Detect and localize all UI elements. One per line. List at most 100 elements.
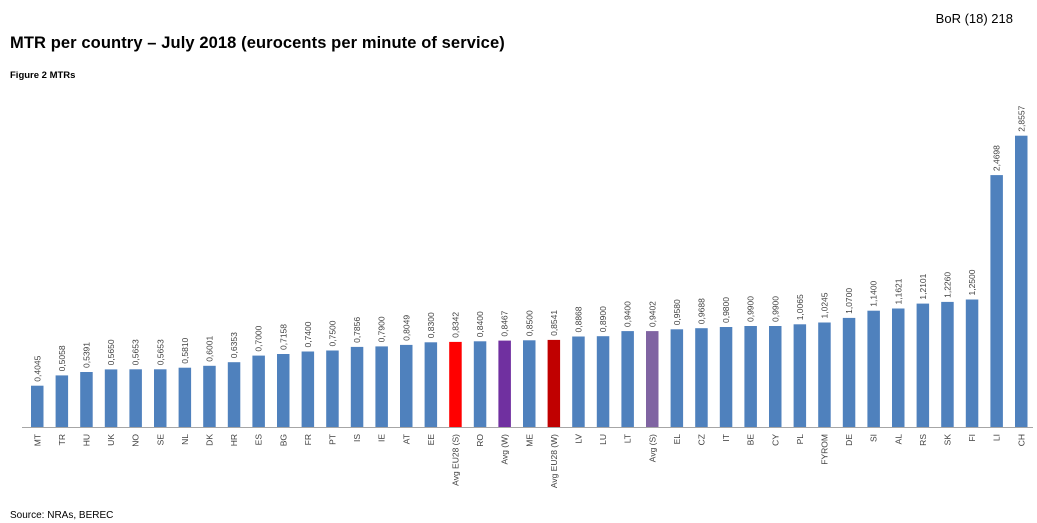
bar-be	[744, 326, 757, 427]
value-label-ch: 2,8557	[1016, 105, 1026, 131]
value-label-avg-eu28-s: 0,8342	[451, 312, 461, 338]
value-label-hu: 0,5391	[82, 342, 92, 368]
category-label-cy: CY	[770, 434, 780, 446]
bar-tr	[55, 375, 69, 427]
value-label-pt: 0,7500	[328, 320, 338, 346]
category-label-lt: LT	[623, 434, 633, 443]
bar-fr	[301, 351, 315, 427]
value-label-cz: 0,9688	[697, 298, 707, 324]
bar-fi	[965, 299, 979, 427]
bar-ch	[1015, 135, 1028, 427]
bar-hr	[227, 362, 241, 427]
category-label-no: NO	[131, 434, 141, 447]
bar-al	[892, 308, 905, 427]
category-label-lv: LV	[574, 434, 584, 444]
bar-de	[842, 317, 856, 427]
value-label-cy: 0,9900	[770, 296, 780, 322]
bar-pt	[326, 350, 339, 427]
category-label-avg-w: Avg (W)	[500, 434, 510, 465]
category-label-hu: HU	[82, 434, 92, 446]
value-label-pl: 1,0065	[795, 294, 805, 320]
bar-lv	[572, 336, 585, 427]
value-label-is: 0,7856	[352, 317, 362, 343]
value-label-lt: 0,9400	[623, 301, 633, 327]
category-label-be: BE	[746, 434, 756, 446]
bar-is	[350, 346, 364, 427]
bar-mt	[31, 385, 44, 427]
category-label-tr: TR	[57, 434, 67, 445]
value-label-ro: 0,8400	[475, 311, 485, 337]
bar-dk	[203, 365, 216, 427]
value-label-si: 1,1400	[869, 280, 879, 306]
bar-li	[990, 175, 1003, 427]
bar-at	[400, 344, 413, 427]
category-label-sk: SK	[943, 434, 953, 446]
category-label-mt: MT	[32, 434, 42, 446]
value-label-avg-w: 0,8467	[500, 310, 510, 336]
category-label-fyrom: FYROM	[820, 434, 830, 465]
value-label-dk: 0,6001	[205, 336, 215, 362]
category-label-dk: DK	[205, 434, 215, 446]
category-label-hr: HR	[229, 434, 239, 446]
category-label-fr: FR	[303, 434, 313, 445]
value-label-sk: 1,2260	[943, 272, 953, 298]
value-label-me: 0,8500	[524, 310, 534, 336]
value-label-ie: 0,7900	[377, 316, 387, 342]
bar-el	[670, 329, 684, 427]
category-label-pl: PL	[795, 434, 805, 445]
value-label-se: 0,5653	[155, 339, 165, 365]
category-label-li: LI	[992, 434, 1002, 441]
document-reference: BoR (18) 218	[935, 11, 1013, 26]
category-label-uk: UK	[106, 434, 116, 446]
category-label-se: SE	[155, 434, 165, 446]
category-label-at: AT	[401, 434, 411, 444]
value-label-avg-s: 0,9402	[647, 301, 657, 327]
category-label-ie: IE	[377, 434, 387, 442]
category-label-rs: RS	[918, 434, 928, 446]
category-label-pt: PT	[328, 434, 338, 445]
bar-avg-w	[498, 340, 511, 427]
bar-cy	[769, 326, 782, 427]
value-label-fr: 0,7400	[303, 321, 313, 347]
bar-no	[129, 369, 142, 427]
mtr-bar-chart: 0,4045 0,5058 0,5391 0,5650 0,5653 0,5653 0,58…	[22, 105, 1033, 489]
value-label-li: 2,4698	[992, 145, 1002, 171]
category-label-nl: NL	[180, 434, 190, 445]
category-label-is: IS	[352, 434, 362, 442]
category-label-me: ME	[524, 434, 534, 447]
bar-pl	[793, 324, 807, 427]
category-label-bg: BG	[278, 434, 288, 446]
value-label-hr: 0,6353	[229, 332, 239, 358]
bar-avg-eu28-w	[547, 339, 561, 427]
bar-es	[252, 355, 265, 427]
category-label-it: IT	[721, 434, 731, 442]
bar-avg-s	[646, 331, 659, 427]
bar-nl	[178, 367, 192, 427]
value-label-be: 0,9900	[746, 296, 756, 322]
bar-fyrom	[818, 322, 831, 427]
value-label-de: 1,0700	[844, 288, 854, 314]
category-label-avg-eu28-w: Avg EU28 (W)	[549, 434, 559, 488]
value-label-el: 0,9580	[672, 299, 682, 325]
category-label-si: SI	[869, 434, 879, 442]
value-label-avg-eu28-w: 0,8541	[549, 310, 559, 336]
category-labels-group: MT TR HU UK NO SE NL DK HR ES BG FR PT IS IE AT EE Avg EU…	[32, 434, 1026, 489]
source-note: Source: NRAs, BEREC	[10, 510, 114, 521]
bar-rs	[916, 303, 930, 427]
bars-group	[31, 135, 1028, 427]
bar-it	[719, 327, 733, 427]
bar-sk	[941, 301, 954, 427]
value-label-no: 0,5653	[131, 339, 141, 365]
figure-label: Figure 2 MTRs	[10, 70, 76, 81]
category-label-lu: LU	[598, 434, 608, 445]
bar-lu	[596, 336, 610, 427]
value-label-al: 1,1621	[893, 278, 903, 304]
category-label-avg-s: Avg (S)	[647, 434, 657, 462]
bar-avg-eu28-s	[449, 341, 462, 427]
value-labels-group: 0,4045 0,5058 0,5391 0,5650 0,5653 0,5653 0,58…	[32, 105, 1026, 381]
bar-me	[523, 340, 536, 427]
bar-bg	[277, 354, 290, 427]
value-label-bg: 0,7158	[278, 324, 288, 350]
value-label-mt: 0,4045	[32, 355, 42, 381]
page-title: MTR per country – July 2018 (eurocents p…	[10, 34, 505, 52]
